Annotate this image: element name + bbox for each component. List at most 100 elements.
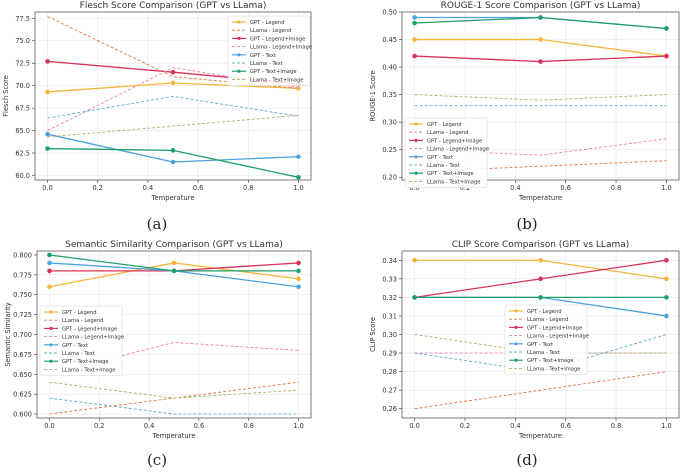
flesch-axes-frame [34,11,312,181]
semantic-data-point [171,268,177,274]
clip-legend-marker [514,358,518,362]
semantic-y-tick-label: 0.675 [13,351,32,359]
rouge1-x-tick-label: 0.4 [510,184,521,192]
semantic-y-tick-label: 0.775 [13,271,32,279]
rouge1-y-tick-label: 0.25 [382,146,397,154]
flesch-legend-label: GPT - Legend+Image [250,36,305,42]
flesch-x-tick-label: 0.6 [193,184,204,192]
rouge1-legend-label: GPT - Legend [427,122,462,128]
flesch-legend: GPT - Legend LLama - Legend GPT - Legend+I… [227,15,312,86]
semantic-x-tick-label: 0.2 [94,422,105,430]
semantic-x-tick-label: 0.0 [44,422,55,430]
semantic-y-tick-label: 0.600 [13,411,32,419]
semantic-x-tick-label: 0.4 [144,422,155,430]
flesch-data-point [296,154,301,159]
semantic-data-point [296,276,301,282]
rouge1-legend-marker [414,122,418,126]
flesch-data-point [45,146,50,151]
semantic-series-line [49,381,299,399]
semantic-legend-label: LLama - Text [62,351,95,357]
rouge1-legend-marker [414,155,418,159]
rouge1-y-tick-label: 0.30 [382,119,397,127]
flesch-data-point [170,159,176,165]
semantic-y-tick-label: 0.625 [13,391,32,399]
rouge1-y-tick-label: 0.45 [382,36,397,44]
rouge1-data-point [412,15,417,20]
clip-data-point [664,313,669,319]
flesch-legend-label: LLama - Text [250,61,283,67]
clip-legend-label: LLama - Text [527,350,560,356]
flesch-x-tick-label: 0.2 [92,184,103,192]
rouge1-y-tick-label: 0.50 [382,9,397,17]
clip-legend: GPT - Legend LLama - Legend GPT - Legend+I… [504,304,589,375]
flesch-y-axis-label: Flesch Score [2,75,10,117]
rouge1-legend-label: GPT - Legend+Image [427,138,482,144]
rouge1-data-point [664,26,669,31]
clip-x-tick-label: 0.0 [409,422,420,430]
flesch-legend-label: GPT - Legend [250,20,285,26]
semantic-legend-label: GPT - Text [62,343,88,349]
flesch-legend-label: LLama - Legend+Image [250,45,312,51]
rouge1-data-point [538,15,543,20]
clip-legend-box [504,304,588,375]
semantic-legend-marker [49,359,53,363]
clip-data-point [538,257,543,263]
flesch-chart: 60.0 62.5 65.0 67.5 70.0 72.5 75.0 77.5 0.0 0.2 0.… [2,1,312,202]
clip-data-point [538,295,543,300]
rouge1-y-tick-label: 0.35 [382,91,397,99]
flesch-y-tick-label: 65.0 [15,127,30,135]
rouge1-x-tick-label: 0.2 [460,184,471,192]
rouge1-data-point [664,53,669,59]
rouge1-legend-label: LLama - Text+Image [427,179,480,185]
rouge1-data-point [538,37,543,42]
clip-title: CLIP Score Comparison (GPT vs LLama) [452,240,630,250]
flesch-title: Flesch Score Comparison (GPT vs LLama) [80,1,267,11]
semantic-x-tick-label: 0.6 [194,422,205,430]
clip-x-tick-label: 0.6 [560,422,571,430]
clip-y-tick-label: 0.32 [382,294,397,302]
flesch-data-point [296,175,301,180]
rouge1-data-point [538,59,543,64]
flesch-x-tick-label: 1.0 [293,184,304,192]
semantic-data-point [47,260,52,266]
clip-legend-marker [514,342,518,346]
semantic-title: Semantic Similarity Comparison (GPT vs L… [65,240,283,250]
clip-y-tick-label: 0.28 [382,368,397,376]
flesch-series-line [47,114,299,138]
semantic-legend-label: LLama - Legend [62,318,103,324]
flesch-legend-label: GPT - Text+Image [250,69,297,75]
semantic-legend-box [39,305,123,376]
clip-legend-label: LLama - Legend [527,317,568,323]
flesch-y-tick-label: 77.5 [15,15,30,23]
semantic-legend-label: LLama - Legend+Image [62,335,124,341]
flesch-data-point [170,69,176,75]
clip-y-tick-label: 0.27 [382,387,397,395]
flesch-legend-marker [237,20,241,24]
rouge1-legend-label: LLama - Legend [427,130,468,136]
semantic-y-axis-label: Semantic Similarity [4,302,12,366]
flesch-series-line [47,16,299,89]
rouge1-data-point [412,37,417,42]
semantic-legend-marker [49,326,53,330]
flesch-data-point [170,80,176,86]
rouge1-axes-frame [401,11,680,181]
semantic-data-point [47,268,52,274]
semantic-x-tick-label: 1.0 [293,422,304,430]
clip-data-point [412,295,417,300]
flesch-x-tick-label: 0.8 [243,184,254,192]
clip-data-point [664,295,669,300]
clip-x-tick-label: 1.0 [661,422,672,430]
flesch-x-axis-label: Temperature [150,194,194,202]
rouge1-y-tick-label: 0.40 [382,64,397,72]
semantic-y-tick-label: 0.725 [13,311,32,319]
flesch-x-tick-label: 0.0 [42,184,53,192]
clip-legend-label: LLama - Legend+Image [527,334,589,340]
rouge1-legend-label: LLama - Text [427,163,460,169]
flesch-y-tick-label: 60.0 [15,172,30,180]
semantic-legend-label: GPT - Legend+Image [62,326,117,332]
clip-legend-label: GPT - Legend [527,309,562,315]
semantic-data-point [296,284,301,290]
rouge1-legend-marker [414,171,418,175]
clip-series-line [414,371,667,410]
flesch-data-point [45,89,50,95]
